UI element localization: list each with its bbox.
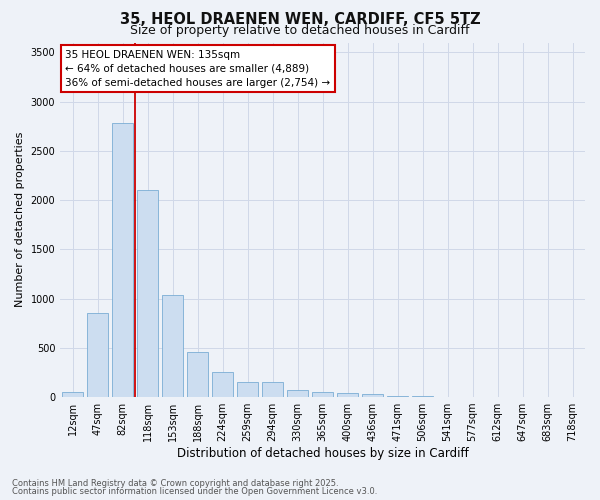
Text: 35, HEOL DRAENEN WEN, CARDIFF, CF5 5TZ: 35, HEOL DRAENEN WEN, CARDIFF, CF5 5TZ: [119, 12, 481, 28]
Bar: [237, 382, 258, 397]
Bar: [162, 294, 183, 397]
Bar: [62, 392, 83, 397]
Bar: [87, 314, 108, 397]
Bar: [187, 352, 208, 397]
Bar: [412, 396, 433, 397]
Bar: [262, 382, 283, 397]
Bar: [312, 392, 333, 397]
Bar: [387, 396, 408, 397]
Text: Size of property relative to detached houses in Cardiff: Size of property relative to detached ho…: [130, 24, 470, 37]
Text: 35 HEOL DRAENEN WEN: 135sqm
← 64% of detached houses are smaller (4,889)
36% of : 35 HEOL DRAENEN WEN: 135sqm ← 64% of det…: [65, 50, 331, 88]
Text: Contains HM Land Registry data © Crown copyright and database right 2025.: Contains HM Land Registry data © Crown c…: [12, 478, 338, 488]
Bar: [137, 190, 158, 397]
Bar: [112, 124, 133, 397]
Bar: [212, 372, 233, 397]
Y-axis label: Number of detached properties: Number of detached properties: [15, 132, 25, 308]
Text: Contains public sector information licensed under the Open Government Licence v3: Contains public sector information licen…: [12, 487, 377, 496]
Bar: [362, 394, 383, 397]
Bar: [337, 392, 358, 397]
X-axis label: Distribution of detached houses by size in Cardiff: Distribution of detached houses by size …: [177, 447, 469, 460]
Bar: [287, 390, 308, 397]
